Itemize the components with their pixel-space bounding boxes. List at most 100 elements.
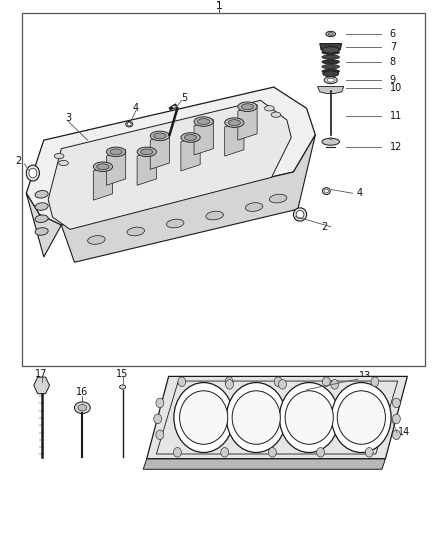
Ellipse shape	[35, 203, 48, 211]
Polygon shape	[143, 459, 385, 469]
Ellipse shape	[127, 227, 145, 236]
Circle shape	[156, 398, 164, 408]
Text: 16: 16	[76, 387, 88, 397]
Ellipse shape	[198, 119, 210, 125]
Text: 17: 17	[35, 369, 48, 379]
Ellipse shape	[228, 120, 240, 126]
Ellipse shape	[322, 64, 339, 69]
Circle shape	[274, 377, 282, 386]
Ellipse shape	[35, 190, 48, 198]
Ellipse shape	[97, 164, 109, 169]
Circle shape	[371, 377, 379, 386]
Ellipse shape	[293, 208, 307, 221]
Ellipse shape	[206, 211, 223, 220]
Ellipse shape	[324, 77, 337, 84]
Text: 11: 11	[390, 111, 402, 122]
Ellipse shape	[322, 188, 330, 195]
Ellipse shape	[88, 236, 105, 244]
Circle shape	[225, 377, 233, 386]
Ellipse shape	[154, 133, 166, 139]
Circle shape	[178, 377, 186, 386]
Ellipse shape	[323, 71, 339, 77]
Ellipse shape	[127, 123, 131, 126]
Circle shape	[173, 448, 181, 457]
Bar	[22, 13, 425, 366]
Ellipse shape	[322, 55, 339, 59]
Polygon shape	[137, 150, 156, 185]
Ellipse shape	[141, 149, 153, 155]
Ellipse shape	[54, 154, 64, 159]
Ellipse shape	[322, 138, 339, 145]
Ellipse shape	[269, 194, 287, 203]
Ellipse shape	[241, 104, 254, 110]
Text: 1: 1	[215, 1, 223, 11]
Circle shape	[279, 379, 286, 389]
Ellipse shape	[285, 391, 333, 445]
Ellipse shape	[296, 211, 304, 219]
Ellipse shape	[327, 78, 335, 82]
Text: 7: 7	[390, 42, 396, 52]
Ellipse shape	[93, 162, 113, 172]
Ellipse shape	[265, 106, 274, 111]
Circle shape	[317, 448, 325, 457]
Polygon shape	[106, 150, 126, 185]
Ellipse shape	[29, 168, 37, 178]
Ellipse shape	[126, 122, 133, 127]
Text: 9: 9	[390, 75, 396, 85]
Ellipse shape	[184, 134, 197, 140]
Circle shape	[156, 430, 164, 440]
Text: 2: 2	[16, 156, 22, 166]
Circle shape	[392, 414, 400, 424]
Polygon shape	[320, 44, 342, 50]
Ellipse shape	[180, 391, 228, 445]
Circle shape	[322, 377, 330, 386]
Ellipse shape	[225, 118, 244, 127]
Text: 13: 13	[359, 372, 371, 382]
Polygon shape	[26, 193, 61, 257]
Ellipse shape	[322, 50, 339, 54]
Polygon shape	[150, 134, 170, 169]
Ellipse shape	[232, 391, 280, 445]
Ellipse shape	[324, 189, 328, 193]
Polygon shape	[225, 120, 244, 156]
Ellipse shape	[181, 133, 200, 142]
Ellipse shape	[322, 47, 339, 53]
Circle shape	[226, 379, 233, 389]
Polygon shape	[26, 87, 315, 225]
Ellipse shape	[174, 383, 233, 453]
Polygon shape	[194, 119, 213, 155]
Ellipse shape	[328, 33, 333, 35]
Text: 15: 15	[117, 369, 129, 379]
Ellipse shape	[337, 391, 385, 445]
Ellipse shape	[137, 147, 156, 157]
Ellipse shape	[106, 147, 126, 157]
Ellipse shape	[245, 203, 263, 212]
Text: 1: 1	[215, 1, 223, 11]
Ellipse shape	[271, 112, 281, 117]
Circle shape	[365, 448, 373, 457]
Circle shape	[154, 414, 162, 424]
Polygon shape	[93, 165, 113, 200]
Text: 4: 4	[133, 103, 139, 114]
Ellipse shape	[326, 31, 336, 37]
Ellipse shape	[322, 60, 339, 64]
Ellipse shape	[226, 383, 286, 453]
Ellipse shape	[238, 102, 257, 111]
Text: 5: 5	[181, 93, 187, 103]
Text: 2: 2	[321, 222, 327, 232]
Ellipse shape	[35, 215, 48, 222]
Polygon shape	[48, 100, 291, 229]
Text: 12: 12	[390, 142, 402, 152]
Ellipse shape	[35, 228, 48, 235]
Ellipse shape	[120, 385, 126, 389]
Ellipse shape	[194, 117, 213, 126]
Ellipse shape	[172, 105, 177, 108]
Ellipse shape	[166, 219, 184, 228]
Circle shape	[392, 398, 400, 408]
Polygon shape	[238, 104, 257, 140]
Ellipse shape	[59, 160, 68, 166]
Ellipse shape	[279, 383, 339, 453]
Text: 6: 6	[390, 29, 396, 39]
Polygon shape	[318, 86, 344, 93]
Text: 4: 4	[356, 188, 362, 198]
